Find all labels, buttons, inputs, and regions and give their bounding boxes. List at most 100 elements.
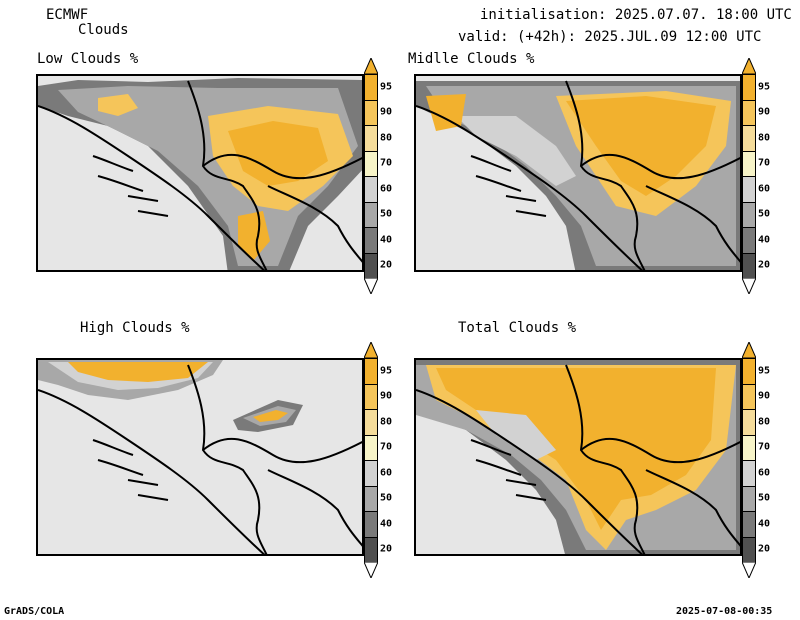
colorbar-level-label: 20 <box>380 543 393 555</box>
cloud-area <box>238 211 270 261</box>
country-border <box>565 80 646 270</box>
colorbar-segment <box>364 150 378 177</box>
colorbar-level-label: 60 <box>380 183 393 195</box>
colorbar-level-label: 95 <box>380 81 393 93</box>
colorbar-level-label: 70 <box>380 441 393 453</box>
colorbar-segment <box>364 201 378 228</box>
colorbar-segment <box>364 358 378 385</box>
colorbar-segment <box>742 125 756 152</box>
colorbar-level-label: 50 <box>758 492 771 504</box>
panel-title-total: Total Clouds % <box>458 320 577 336</box>
footer-software: GrADS/COLA <box>4 606 65 617</box>
country-border <box>38 389 266 554</box>
colorbar-level-label: 40 <box>380 518 393 530</box>
colorbar-level-label: 40 <box>380 234 393 246</box>
colorbar-level-label: 90 <box>380 106 393 118</box>
colorbar-segment <box>742 358 756 385</box>
colorbar-level-label: 20 <box>758 543 771 555</box>
country-border <box>565 364 646 554</box>
colorbar-over-triangle <box>742 342 756 358</box>
coastline <box>92 439 169 501</box>
cloud-area <box>566 96 716 196</box>
country-border <box>645 469 740 547</box>
colorbar-segment <box>742 434 756 461</box>
country-border <box>580 153 740 180</box>
colorbar-level-label: 70 <box>380 157 393 169</box>
colorbar-segment <box>742 485 756 512</box>
colorbar-segment <box>364 125 378 152</box>
panel-title-low: Low Clouds % <box>37 51 139 67</box>
product-label: Clouds <box>78 22 129 38</box>
colorbar-segment <box>364 434 378 461</box>
colorbar-under-triangle <box>742 562 756 578</box>
colorbar-high: 95 90 80 70 60 50 40 20 <box>364 342 392 578</box>
colorbar-level-label: 90 <box>380 390 393 402</box>
colorbar-level-label: 70 <box>758 157 771 169</box>
colorbar-segment <box>364 74 378 101</box>
colorbar-segment <box>364 536 378 563</box>
cloud-area <box>228 121 328 186</box>
colorbar-level-label: 50 <box>758 208 771 220</box>
country-border <box>267 185 362 263</box>
country-border <box>187 364 268 554</box>
colorbar-level-label: 40 <box>758 234 771 246</box>
panel-title-high: High Clouds % <box>80 320 190 336</box>
coastline <box>470 439 547 501</box>
country-border <box>580 437 740 464</box>
colorbar-level-label: 80 <box>758 416 771 428</box>
model-label: ECMWF <box>46 7 89 23</box>
country-border <box>416 389 644 554</box>
colorbar-level-label: 95 <box>758 365 771 377</box>
cloud-area <box>68 362 208 382</box>
country-border <box>187 80 268 270</box>
colorbar-level-label: 50 <box>380 208 393 220</box>
country-border <box>38 105 266 270</box>
panel-title-middle: Midlle Clouds % <box>408 51 535 67</box>
colorbar-level-label: 60 <box>758 467 771 479</box>
colorbar-segment <box>364 99 378 126</box>
colorbar-level-label: 20 <box>758 259 771 271</box>
colorbar-segment <box>742 176 756 203</box>
colorbar-over-triangle <box>364 58 378 74</box>
cloud-area <box>476 410 556 460</box>
colorbar-level-label: 20 <box>380 259 393 271</box>
footer-timestamp: 2025-07-08-00:35 <box>676 606 773 617</box>
colorbar-under-triangle <box>742 278 756 294</box>
colorbar-segment <box>364 227 378 254</box>
colorbar-level-label: 80 <box>758 132 771 144</box>
cloud-area <box>436 368 716 530</box>
colorbar-level-label: 90 <box>758 106 771 118</box>
map-middle-clouds <box>414 74 742 272</box>
colorbar-segment <box>742 409 756 436</box>
colorbar-segment <box>364 176 378 203</box>
colorbar-segment <box>742 383 756 410</box>
colorbar-segment <box>742 511 756 538</box>
colorbar-level-label: 60 <box>758 183 771 195</box>
country-border <box>202 153 362 180</box>
colorbar-level-label: 95 <box>758 81 771 93</box>
colorbar-segment <box>364 252 378 279</box>
valid-time: valid: (+42h): 2025.JUL.09 12:00 UTC <box>458 29 762 45</box>
colorbar-level-label: 60 <box>380 467 393 479</box>
colorbar-over-triangle <box>364 342 378 358</box>
colorbar-total: 95 90 80 70 60 50 40 20 <box>742 342 770 578</box>
colorbar-segment <box>742 536 756 563</box>
colorbar-segment <box>742 74 756 101</box>
colorbar-segment <box>742 99 756 126</box>
colorbar-under-triangle <box>364 278 378 294</box>
colorbar-level-label: 50 <box>380 492 393 504</box>
country-border <box>416 105 644 270</box>
colorbar-segment <box>364 511 378 538</box>
colorbar-under-triangle <box>364 562 378 578</box>
cloud-area <box>253 410 288 422</box>
cloud-area <box>426 94 466 131</box>
colorbar-level-label: 90 <box>758 390 771 402</box>
colorbar-segment <box>364 383 378 410</box>
colorbar-segment <box>742 150 756 177</box>
colorbar-segment <box>364 485 378 512</box>
country-border <box>645 185 740 263</box>
colorbar-segment <box>742 201 756 228</box>
colorbar-level-label: 80 <box>380 416 393 428</box>
map-total-clouds <box>414 358 742 556</box>
colorbar-segment <box>364 460 378 487</box>
